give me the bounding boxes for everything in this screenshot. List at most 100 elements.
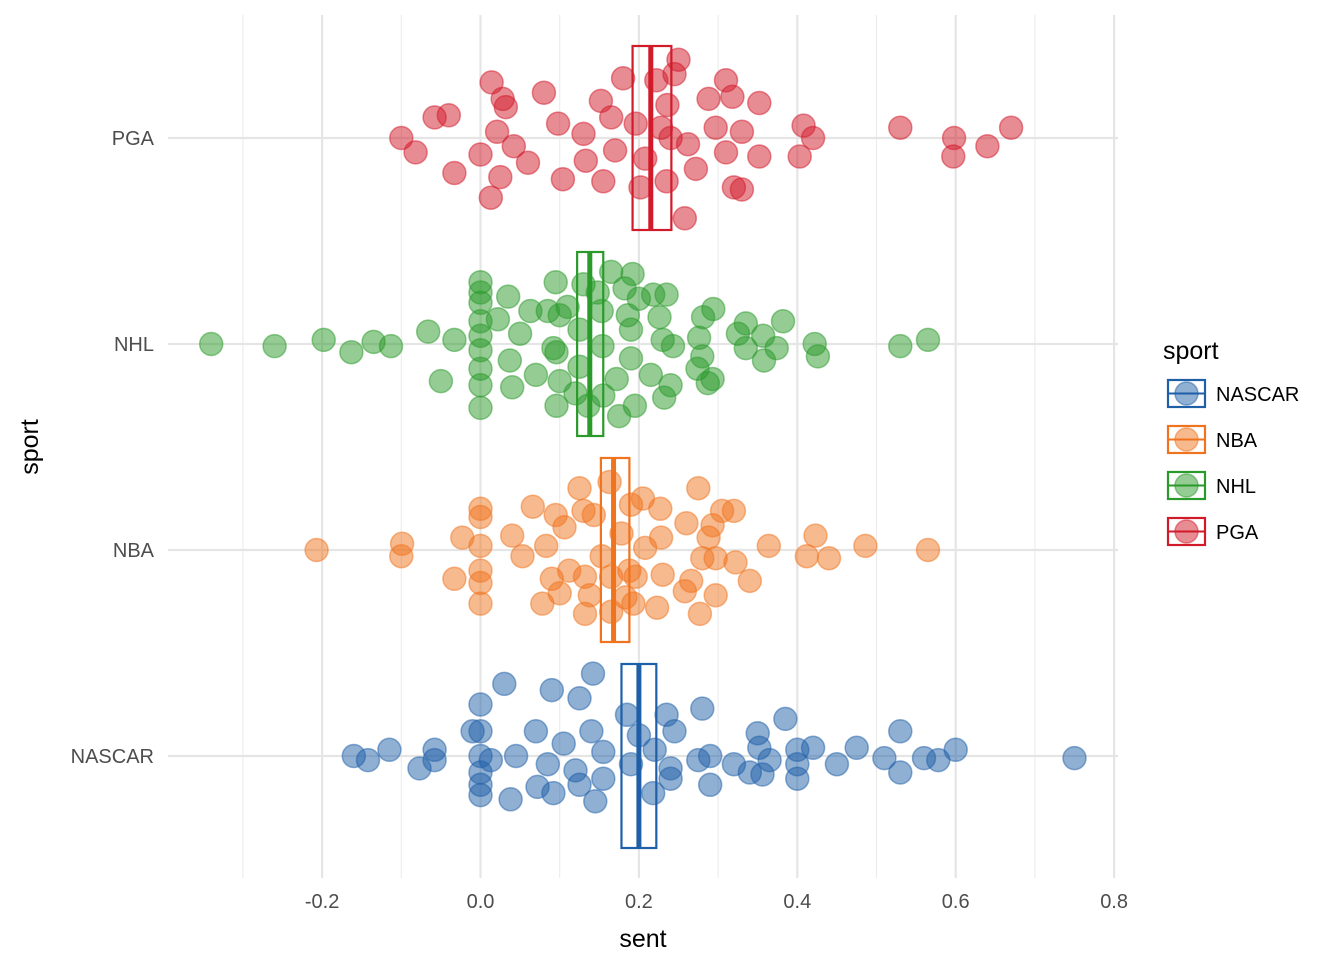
point-nascar	[686, 747, 711, 773]
point-nascar	[407, 756, 432, 781]
point-nhl	[651, 385, 677, 410]
point-pga	[675, 131, 701, 157]
point-pga	[403, 140, 428, 165]
point-pga	[545, 111, 571, 136]
point-nba	[686, 475, 711, 501]
point-pga	[442, 160, 467, 186]
point-pga	[515, 150, 541, 175]
point-nba	[468, 504, 493, 530]
point-nascar	[642, 737, 667, 763]
point-nba	[853, 533, 878, 559]
point-nba	[650, 562, 675, 587]
legend-label: NHL	[1216, 476, 1256, 498]
point-nhl	[198, 331, 224, 357]
point-nascar	[824, 751, 850, 777]
point-nascar	[539, 677, 565, 703]
legend-item-nhl: NHL	[1166, 470, 1256, 501]
point-nba	[632, 535, 658, 561]
point-nhl	[495, 284, 521, 309]
point-pga	[436, 103, 462, 128]
point-nascar	[523, 719, 549, 744]
legend-key-point	[1174, 519, 1199, 544]
point-pga	[672, 206, 698, 231]
point-pga	[888, 115, 913, 140]
point-nascar	[460, 719, 485, 744]
point-nhl	[518, 298, 543, 324]
point-pga	[713, 140, 739, 165]
point-nhl	[442, 327, 467, 353]
point-nhl	[507, 321, 533, 346]
point-nhl	[499, 375, 525, 400]
point-nascar	[888, 760, 913, 785]
point-pga	[655, 92, 680, 118]
point-nascar	[579, 719, 604, 744]
data-points	[198, 47, 1087, 814]
point-nascar	[785, 766, 810, 791]
point-pga	[478, 185, 504, 210]
legend: sport NASCAR NBA NHL PGA	[1163, 337, 1299, 547]
point-nba	[756, 533, 782, 559]
point-nascar	[535, 751, 561, 777]
point-nascar	[580, 661, 606, 686]
y-axis-tick-labels: NASCAR NBA NHL PGA	[71, 128, 155, 768]
point-nascar	[498, 787, 523, 812]
point-pga	[729, 119, 755, 145]
point-nba	[581, 502, 607, 528]
point-nba	[304, 537, 329, 563]
point-nba	[648, 496, 673, 522]
point-nhl	[311, 327, 336, 353]
y-tick-label: NHL	[114, 334, 154, 356]
point-nhl	[485, 307, 511, 332]
point-nascar	[377, 737, 402, 763]
point-nhl	[915, 327, 941, 353]
point-nba	[468, 570, 493, 596]
point-nba	[499, 523, 525, 548]
point-nhl	[805, 344, 831, 369]
legend-item-pga: PGA	[1166, 516, 1259, 547]
point-nhl	[497, 348, 523, 373]
point-nba	[442, 566, 467, 592]
point-nascar	[492, 671, 517, 697]
point-nhl	[647, 304, 672, 330]
x-axis-tick-labels: -0.2 0.0 0.2 0.4 0.6 0.8	[305, 891, 1128, 913]
legend-label: NASCAR	[1216, 384, 1299, 406]
point-nhl	[547, 302, 572, 328]
point-pga	[488, 164, 513, 190]
point-nba	[803, 523, 828, 548]
point-nhl	[415, 319, 441, 344]
point-nba	[737, 568, 763, 594]
point-nba	[672, 578, 698, 604]
point-nhl	[618, 317, 644, 342]
point-nascar	[614, 702, 640, 728]
point-nba	[572, 601, 598, 627]
y-tick-label: PGA	[112, 128, 155, 150]
point-nascar	[844, 735, 869, 761]
point-pga	[720, 84, 745, 110]
point-pga	[573, 148, 599, 173]
point-nba	[567, 475, 592, 501]
x-tick-label: 0.2	[625, 891, 653, 913]
point-nascar	[926, 747, 951, 773]
point-nascar	[662, 719, 687, 744]
point-nhl	[378, 333, 404, 359]
point-pga	[550, 166, 576, 192]
point-nba	[696, 525, 721, 550]
y-tick-label: NBA	[113, 540, 155, 562]
point-nba	[520, 494, 546, 519]
legend-item-nascar: NASCAR	[1166, 378, 1299, 409]
point-nba	[721, 498, 747, 524]
point-pga	[654, 169, 679, 194]
point-nascar	[567, 772, 592, 798]
point-nascar	[468, 692, 493, 717]
point-nascar	[583, 789, 608, 814]
point-nascar	[541, 780, 566, 806]
legend-title: sport	[1163, 337, 1219, 365]
point-nhl	[468, 395, 493, 421]
point-nba	[389, 543, 414, 569]
point-pga	[602, 138, 628, 163]
point-nba	[794, 543, 820, 569]
legend-item-nba: NBA	[1166, 424, 1258, 455]
point-nba	[703, 545, 728, 571]
point-pga	[683, 156, 709, 182]
point-nba	[552, 515, 577, 540]
